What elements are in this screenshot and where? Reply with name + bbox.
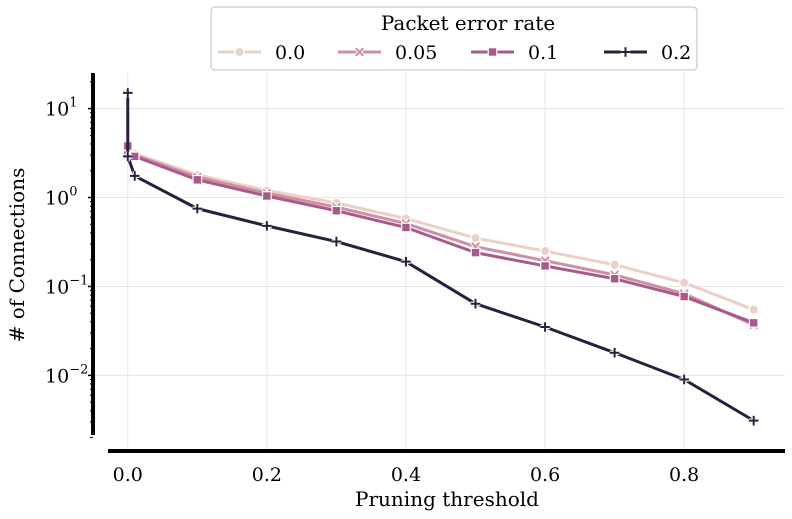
legend-label: 0.1	[528, 42, 558, 64]
data-point-square	[470, 247, 481, 258]
legend-title: Packet error rate	[381, 11, 555, 35]
legend-items: 0.0 0.05 0.1 0.2	[218, 42, 691, 64]
legend-frame	[210, 6, 698, 71]
legend-item: 0.0	[218, 42, 305, 64]
y-axis-title: # of Connections	[5, 168, 29, 343]
series-line	[126, 91, 756, 423]
legend-label: 0.05	[395, 42, 437, 64]
x-tick-label: 0.8	[669, 464, 699, 486]
data-point-circle	[539, 245, 551, 257]
data-point-plus	[540, 322, 550, 332]
series-0-05	[122, 139, 759, 331]
y-tick-label: 10−1	[45, 273, 88, 298]
data-point-circle	[609, 259, 620, 271]
data-point-plus	[620, 47, 631, 57]
data-point-plus	[470, 298, 481, 309]
data-point-square	[609, 273, 620, 284]
data-point-square	[748, 317, 759, 328]
data-point-circle	[234, 46, 245, 58]
series-line	[126, 142, 756, 312]
legend-label: 0.2	[661, 42, 691, 64]
data-point-square	[192, 174, 203, 185]
grid-layer	[93, 73, 785, 451]
data-point-plus	[122, 151, 133, 162]
data-point-plus	[122, 88, 133, 98]
legend: Packet error rate 0.0 0.05 0.1 0.2	[210, 6, 698, 71]
data-point-x	[354, 46, 365, 58]
x-tick-label: 0.4	[391, 464, 421, 486]
legend-label: 0.0	[275, 42, 305, 64]
data-point-plus	[129, 171, 140, 181]
data-point-plus	[192, 203, 203, 214]
legend-item: 0.2	[604, 42, 691, 64]
legend-item: 0.1	[471, 42, 558, 64]
data-point-square	[261, 191, 272, 201]
y-tick-label: 100	[45, 185, 77, 210]
data-point-circle	[748, 304, 759, 315]
y-tick-label: 10−2	[45, 362, 88, 387]
data-point-plus	[609, 347, 620, 358]
data-point-plus	[748, 415, 759, 426]
data-point-plus	[262, 221, 272, 231]
x-tick-label: 0.6	[530, 464, 560, 486]
x-axis-title: Pruning threshold	[355, 487, 539, 511]
data-point-square	[679, 291, 690, 302]
data-point-square	[331, 205, 342, 216]
series-line	[126, 143, 756, 327]
legend-item: 0.05	[338, 42, 437, 64]
data-point-square	[487, 47, 498, 57]
y-tick-label: 101	[45, 96, 77, 121]
data-point-plus	[401, 256, 411, 267]
data-point-square	[401, 222, 411, 233]
series-layer	[122, 88, 759, 426]
data-point-square	[540, 261, 550, 271]
data-point-plus	[679, 374, 689, 385]
data-point-circle	[470, 232, 481, 244]
series-0-2	[122, 88, 759, 426]
x-tick-label: 0.0	[113, 464, 143, 486]
data-point-plus	[331, 236, 342, 247]
x-tick-label: 0.2	[252, 464, 282, 486]
tick-layer: 0.0 0.2 0.4 0.6 0.8 101 100 10−1 10−2	[45, 81, 699, 486]
axes-layer	[91, 73, 785, 453]
data-point-circle	[678, 277, 690, 288]
